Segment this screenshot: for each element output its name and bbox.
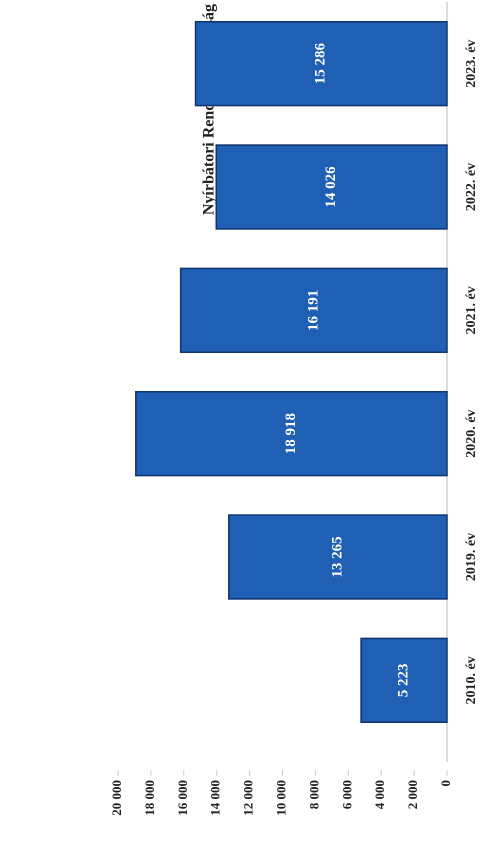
value-label: 5 223 (395, 663, 411, 697)
y-tick-label: 0 (438, 780, 453, 787)
bar (360, 637, 448, 724)
y-tick-label: 4 000 (372, 780, 387, 809)
y-tick-label: 10 000 (273, 780, 288, 816)
x-tick-label: 2023. év (464, 40, 479, 88)
y-tick-label: 18 000 (142, 780, 157, 816)
x-tick-label: 2022. év (464, 163, 479, 211)
x-tick-label: 2010. év (464, 656, 479, 704)
x-tick-label: 2019. év (464, 533, 479, 581)
x-tick-label: 2020. év (464, 410, 479, 458)
y-tick-label: 2 000 (405, 780, 420, 809)
y-tick-label: 8 000 (306, 780, 321, 809)
value-label: 15 286 (313, 43, 329, 85)
value-label: 14 026 (323, 166, 339, 208)
y-tick-label: 14 000 (208, 780, 223, 816)
bar (194, 20, 448, 107)
bar (215, 144, 448, 230)
bar (135, 390, 448, 477)
y-tick-label: 16 000 (175, 780, 190, 816)
y-tick-label: 12 000 (241, 780, 256, 816)
bar (228, 514, 448, 600)
value-label: 16 191 (305, 290, 321, 331)
x-tick-label: 2021. év (464, 286, 479, 334)
value-label: 13 265 (329, 536, 345, 577)
bar (179, 267, 448, 354)
y-tick-label: 20 000 (109, 780, 124, 816)
value-label: 18 918 (283, 413, 299, 454)
y-tick-label: 6 000 (339, 780, 354, 809)
